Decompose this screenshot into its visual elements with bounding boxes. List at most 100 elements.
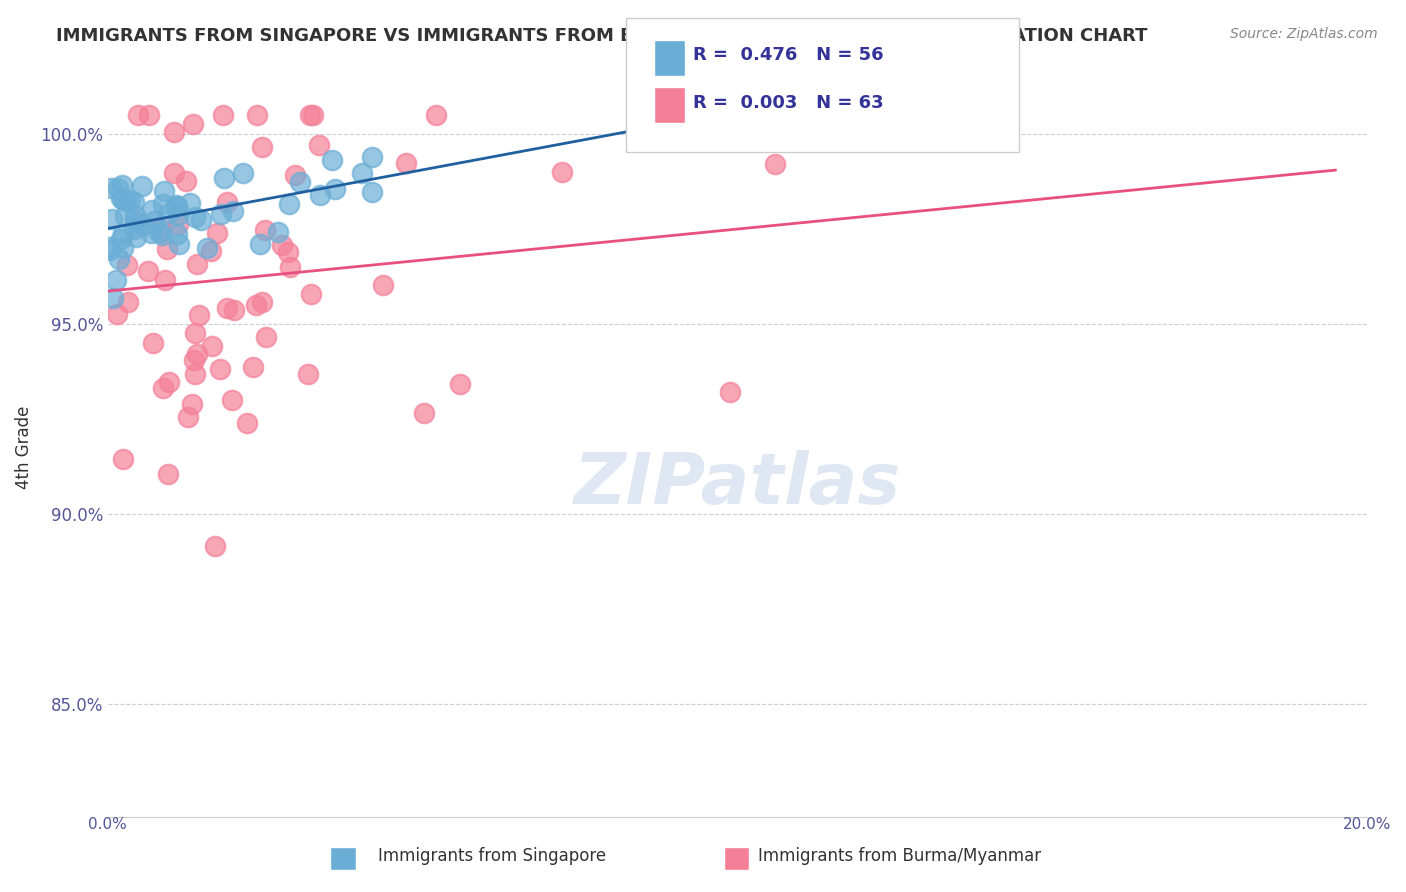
Point [221, 393, 243, 408]
Point [148, 225, 170, 239]
Point [209, 207, 232, 221]
Point [278, 260, 301, 274]
Point [110, 232, 132, 246]
Point [122, 195, 145, 210]
Text: Immigrants from Singapore: Immigrants from Singapore [378, 847, 606, 865]
Point [222, 303, 245, 318]
Point [166, 227, 188, 241]
Text: IMMIGRANTS FROM SINGAPORE VS IMMIGRANTS FROM BURMA/MYANMAR 4TH GRADE CORRELATION: IMMIGRANTS FROM SINGAPORE VS IMMIGRANTS … [56, 27, 1147, 45]
Point [156, 242, 179, 256]
Point [308, 137, 330, 152]
Point [212, 108, 235, 122]
Point [323, 182, 346, 196]
Point [115, 258, 138, 272]
Point [278, 197, 301, 211]
Y-axis label: 4th Grade: 4th Grade [15, 406, 32, 489]
Point [136, 264, 159, 278]
Point [179, 196, 201, 211]
Point [449, 376, 471, 391]
Text: R =  0.003   N = 63: R = 0.003 N = 63 [693, 95, 884, 112]
Point [150, 227, 173, 242]
Point [551, 165, 574, 179]
Point [184, 326, 207, 340]
Point [284, 168, 307, 182]
Point [124, 208, 146, 222]
Point [111, 178, 134, 192]
Point [156, 467, 179, 482]
Point [186, 347, 208, 361]
Point [235, 416, 257, 430]
Point [718, 384, 741, 399]
Point [174, 174, 197, 188]
Point [271, 238, 294, 252]
Point [195, 240, 218, 254]
Point [157, 375, 180, 389]
Point [221, 203, 243, 218]
Point [149, 222, 172, 236]
Point [277, 245, 299, 260]
Point [163, 166, 186, 180]
Point [131, 178, 153, 193]
Point [183, 353, 205, 368]
Point [166, 200, 188, 214]
Point [176, 410, 198, 425]
Point [120, 193, 142, 207]
Point [124, 214, 146, 228]
Point [209, 362, 232, 376]
Point [153, 273, 176, 287]
Text: R =  0.476   N = 56: R = 0.476 N = 56 [693, 46, 884, 64]
Point [142, 335, 165, 350]
Point [245, 298, 267, 312]
Point [763, 157, 786, 171]
Point [100, 180, 122, 194]
Point [395, 156, 418, 170]
Point [122, 221, 145, 235]
Point [125, 230, 148, 244]
Point [373, 278, 395, 293]
Point [184, 210, 207, 224]
Point [153, 185, 176, 199]
Point [112, 193, 135, 207]
Point [217, 194, 239, 209]
Point [360, 185, 382, 199]
Point [190, 212, 212, 227]
Point [152, 197, 174, 211]
Point [112, 227, 135, 242]
Point [110, 191, 132, 205]
Point [212, 171, 235, 186]
Point [250, 140, 273, 154]
Point [167, 217, 190, 231]
Point [104, 273, 127, 287]
Point [204, 540, 226, 554]
Point [98, 240, 121, 254]
Point [207, 226, 229, 240]
Point [107, 307, 129, 321]
Point [232, 166, 254, 180]
Point [108, 252, 131, 266]
Point [132, 218, 155, 232]
Point [267, 225, 290, 239]
Point [163, 125, 186, 139]
Point [352, 166, 374, 180]
Point [152, 381, 174, 395]
Point [181, 397, 204, 411]
Point [111, 452, 134, 467]
Point [217, 301, 239, 315]
Point [201, 339, 224, 353]
Point [184, 368, 207, 382]
Point [167, 208, 190, 222]
Text: 20.0%: 20.0% [1343, 817, 1391, 832]
Point [166, 199, 188, 213]
Point [299, 287, 322, 301]
Point [107, 181, 129, 195]
Text: Source: ZipAtlas.com: Source: ZipAtlas.com [1230, 27, 1378, 41]
Text: 0.0%: 0.0% [89, 817, 127, 832]
Point [290, 175, 312, 189]
Point [128, 216, 150, 230]
Point [187, 308, 209, 322]
Point [114, 209, 136, 223]
Point [117, 295, 139, 310]
Point [100, 243, 122, 257]
Point [101, 212, 124, 227]
Point [142, 214, 165, 228]
